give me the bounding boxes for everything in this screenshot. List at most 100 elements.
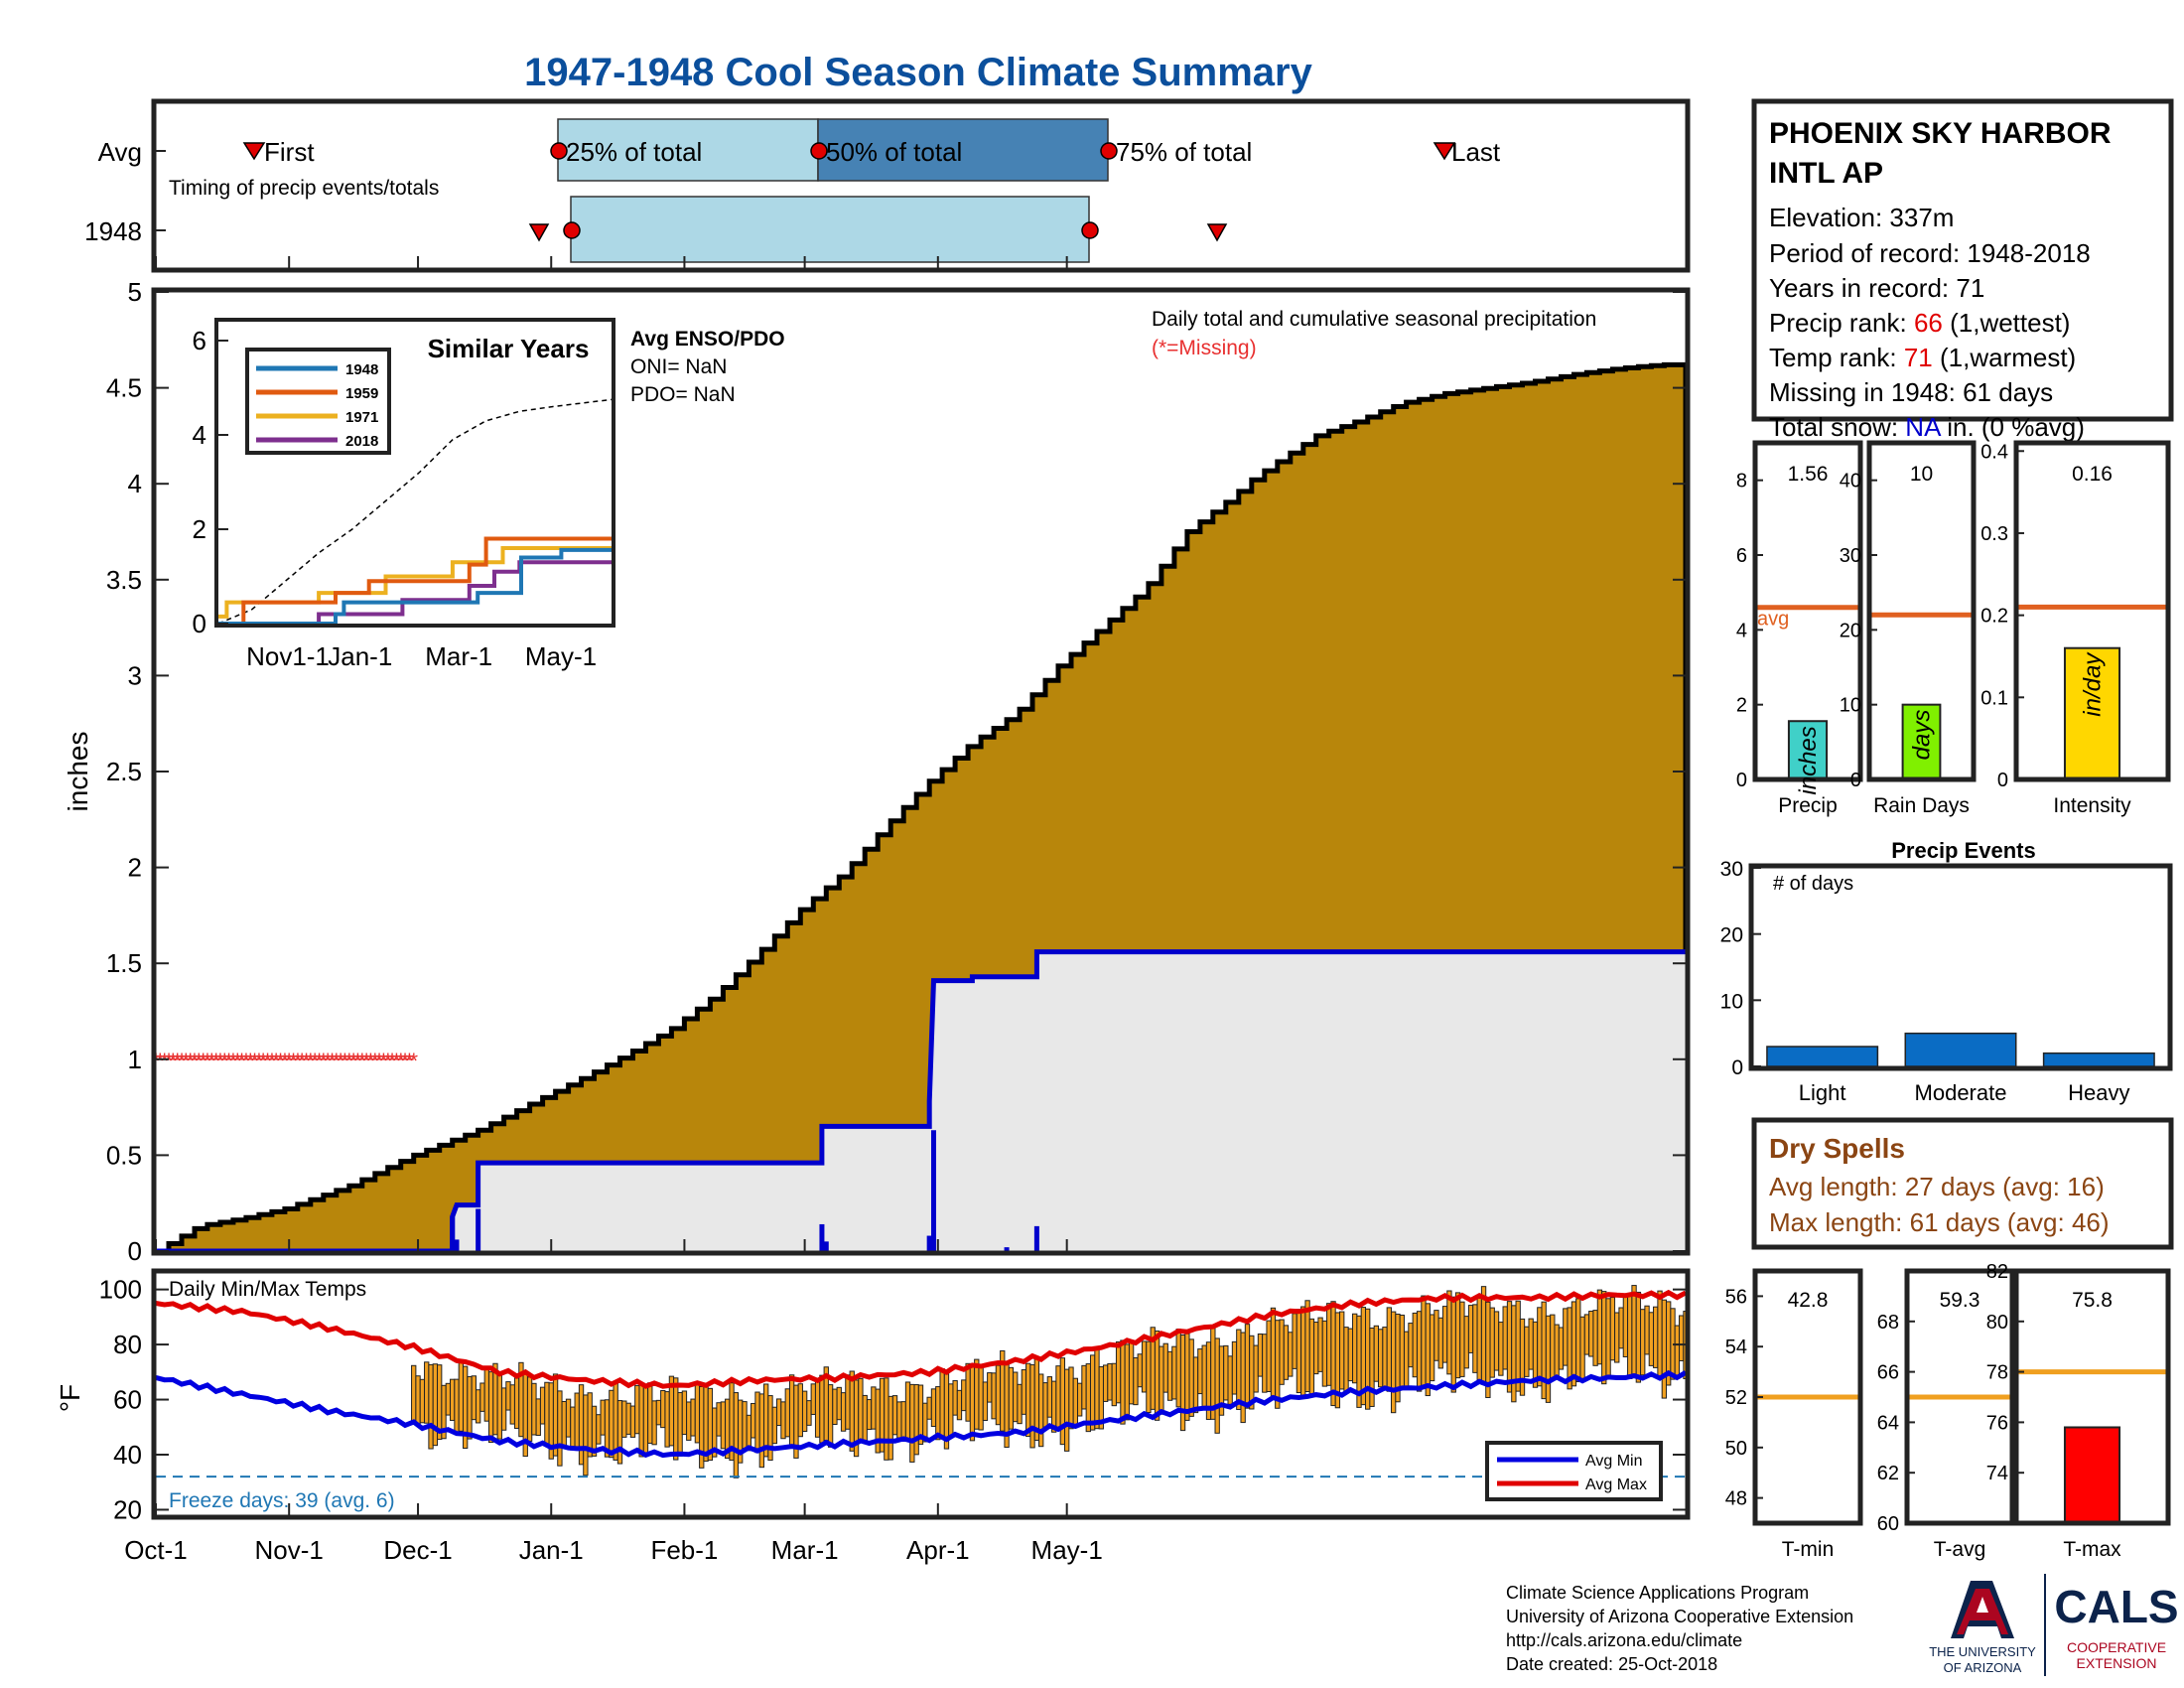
inset-ytick-label: 0: [193, 609, 206, 638]
daily-temp-bar: [1244, 1324, 1251, 1409]
daily-temp-bar: [565, 1398, 572, 1438]
daily-temp-bar: [742, 1401, 748, 1450]
daily-temp-bar: [1433, 1310, 1439, 1361]
mini-ytick-label: 0.1: [1980, 687, 2008, 709]
x-tick-label: Nov-1: [255, 1535, 324, 1565]
first-1948-marker-icon: [528, 223, 550, 242]
missing-day-marker: *: [229, 1049, 238, 1073]
daily-temp-bar: [677, 1391, 683, 1457]
x-tick-label: Dec-1: [383, 1535, 452, 1565]
cals-logo-text: CALS: [2054, 1581, 2178, 1632]
daily-temp-bar: [513, 1377, 520, 1430]
daily-temp-bar: [1184, 1333, 1190, 1421]
daily-temp-bar: [505, 1381, 511, 1411]
precip-events-title: Precip Events: [1891, 838, 2036, 863]
daily-temp-bar: [535, 1398, 541, 1436]
daily-temp-bar: [754, 1391, 760, 1454]
avg-min-line: [155, 1369, 1688, 1459]
missing-day-marker: *: [220, 1049, 229, 1073]
precip-event-ytick-label: 10: [1720, 990, 1743, 1013]
missing-day-marker: *: [324, 1049, 333, 1073]
daily-temp-bar: [1214, 1337, 1220, 1434]
daily-temp-bar: [411, 1364, 417, 1423]
daily-temp-bar: [1399, 1314, 1405, 1390]
daily-temp-bar: [1528, 1318, 1534, 1370]
daily-temp-bar: [1107, 1362, 1113, 1401]
daily-temp-bar: [1592, 1310, 1598, 1366]
temp-mini-ytick-label: 80: [1986, 1312, 2008, 1334]
daily-temp-bar: [913, 1384, 919, 1456]
ua-logo-line2: OF ARIZONA: [1944, 1660, 2022, 1675]
missing-day-marker: *: [383, 1049, 392, 1073]
daily-temp-bar: [1128, 1340, 1135, 1405]
dry-spells-frame: [1751, 1117, 2174, 1250]
daily-temp-bar: [1042, 1382, 1048, 1428]
daily-temp-bar: [531, 1382, 537, 1436]
daily-temp-bar: [814, 1379, 821, 1438]
daily-temp-bar: [1013, 1371, 1019, 1423]
mini-ytick-label: 20: [1840, 620, 1861, 641]
daily-temp-bar: [475, 1389, 481, 1424]
daily-temp-bar: [930, 1388, 937, 1428]
daily-temp-bar: [690, 1398, 696, 1437]
daily-temp-bar: [849, 1370, 855, 1452]
timing-panel: Avg 1948 Timing of precip events/totals …: [84, 98, 1691, 273]
missing-day-marker: *: [242, 1049, 251, 1073]
daily-temp-bar: [1519, 1318, 1526, 1396]
footer-line3: http://cals.arizona.edu/climate: [1506, 1630, 1742, 1650]
daily-temp-bar: [1154, 1330, 1160, 1421]
daily-temp-bar: [1437, 1317, 1443, 1369]
daily-temp-bar: [1064, 1368, 1070, 1452]
missing-day-marker: *: [362, 1049, 371, 1073]
daily-temp-bar: [758, 1393, 765, 1469]
temp-mini-bar: [2063, 1426, 2121, 1524]
daily-temp-bar: [1622, 1294, 1629, 1357]
daily-temp-bar: [424, 1361, 430, 1424]
university-of-arizona-logo-icon: THE UNIVERSITY OF ARIZONA: [1929, 1581, 2036, 1675]
missing-day-marker: *: [353, 1049, 362, 1073]
daily-temp-bar: [647, 1382, 653, 1444]
missing-day-marker: *: [337, 1049, 345, 1073]
daily-temp-bar: [1441, 1306, 1448, 1363]
daily-temp-bar: [827, 1384, 834, 1448]
daily-temp-bar: [1640, 1309, 1646, 1376]
daily-temp-bar: [819, 1374, 825, 1444]
daily-temp-bar: [991, 1372, 997, 1420]
daily-temp-bar: [1292, 1313, 1297, 1369]
daily-temp-bar: [561, 1400, 567, 1449]
missing-day-marker: *: [259, 1049, 268, 1073]
missing-day-marker: *: [311, 1049, 320, 1073]
station-period: Period of record: 1948-2018: [1769, 238, 2091, 268]
daily-temp-bar: [1262, 1334, 1268, 1393]
footer: Climate Science Applications Program Uni…: [1506, 1574, 2179, 1676]
daily-temp-bar: [887, 1395, 893, 1461]
missing-day-marker: *: [392, 1049, 401, 1073]
missing-day-marker: *: [272, 1049, 281, 1073]
temp-mini-category-label: T-avg: [1934, 1538, 1986, 1561]
mini-unit-label: days: [1909, 710, 1936, 761]
temp-mini-category-label: T-min: [1782, 1538, 1835, 1561]
station-precip-rank: Precip rank: 66 (1,wettest): [1769, 308, 2070, 338]
missing-day-marker: *: [401, 1049, 410, 1073]
footer-line2: University of Arizona Cooperative Extens…: [1506, 1607, 1853, 1626]
daily-temp-bar: [1614, 1312, 1620, 1363]
inset-legend-label: 1948: [345, 361, 378, 378]
missing-day-marker: *: [375, 1049, 384, 1073]
temp-mini-ytick-label: 64: [1877, 1412, 1899, 1434]
daily-temp-bar: [1489, 1307, 1495, 1378]
daily-temp-bar: [1373, 1325, 1380, 1382]
precip-event-category: Light: [1799, 1080, 1846, 1105]
daily-temp-bar: [1657, 1290, 1663, 1377]
missing-day-marker: *: [186, 1049, 195, 1073]
daily-temp-bar: [428, 1363, 434, 1450]
precip-event-bar: [2042, 1052, 2155, 1067]
inset-series-line-1959: [218, 536, 612, 626]
inset-legend-label: 1971: [345, 409, 378, 426]
daily-temp-bar: [1231, 1340, 1238, 1395]
daily-temp-bar: [1188, 1338, 1194, 1417]
p75-marker-icon: [1100, 142, 1118, 160]
daily-temp-bar: [1459, 1301, 1465, 1377]
x-tick-label: Mar-1: [771, 1535, 839, 1565]
missing-day-marker: *: [276, 1049, 285, 1073]
